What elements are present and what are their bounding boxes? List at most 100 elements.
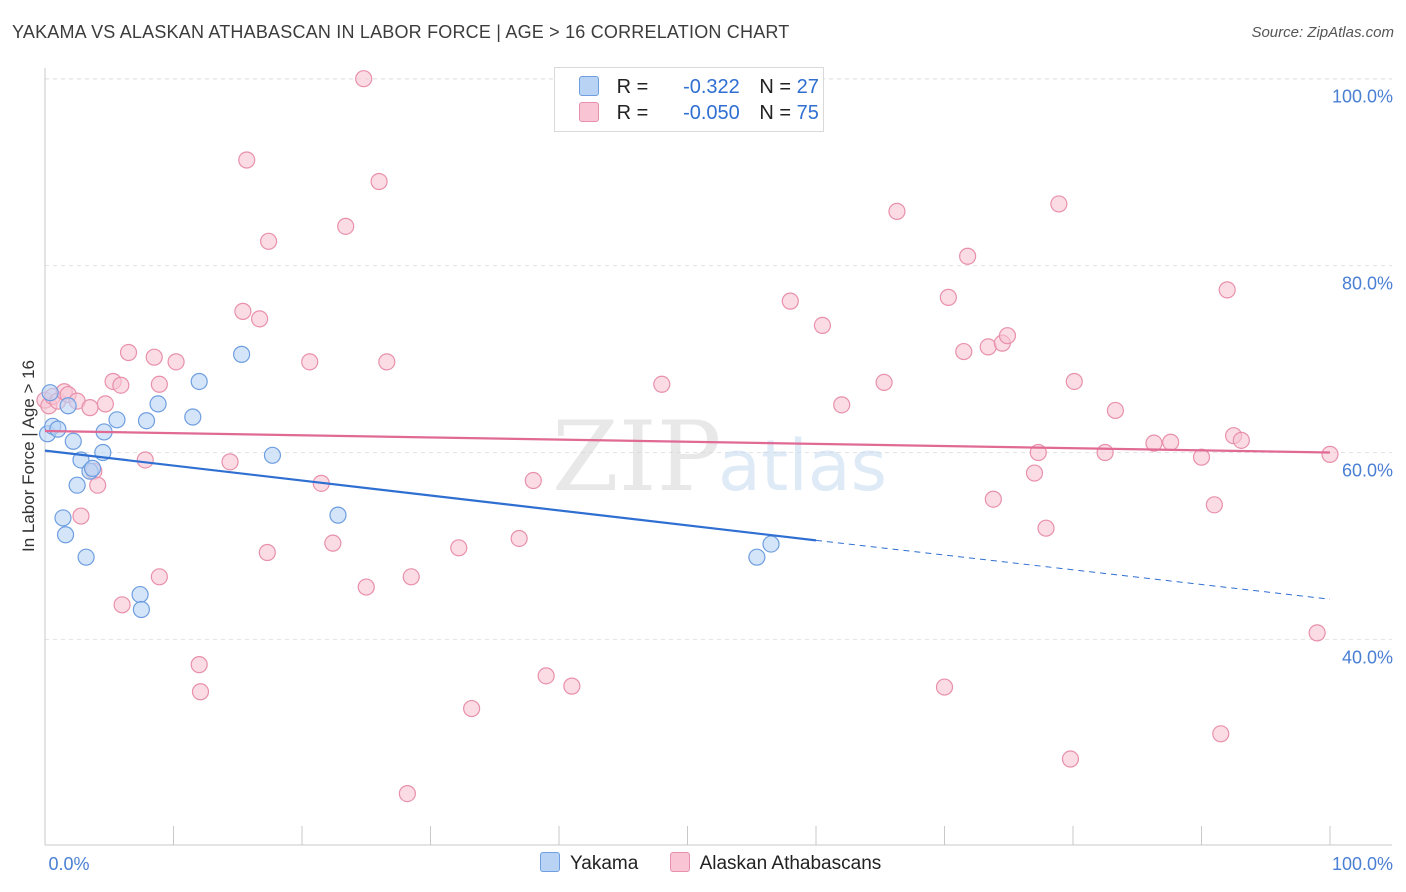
alaskan-point: [1162, 433, 1180, 451]
yakama-point: [64, 432, 82, 450]
alaskan-point: [89, 476, 107, 494]
legend-row-yakama: R = -0.322 N = 27: [579, 76, 819, 102]
yakama-point: [748, 548, 766, 566]
y-axis-label: In Labor Force | Age > 16: [19, 360, 38, 552]
alaskan-point: [510, 529, 528, 548]
yakama-point: [149, 395, 167, 413]
yakama-point: [263, 446, 282, 464]
alaskan-point: [250, 310, 269, 328]
alaskan-point: [813, 316, 832, 335]
alaskan-point: [1106, 401, 1125, 420]
yakama-point: [184, 408, 202, 426]
alaskan-trend-line: [44, 429, 1331, 454]
alaskan-r-value: -0.050: [683, 102, 740, 124]
alaskan-point: [238, 151, 256, 169]
alaskan-point: [355, 70, 373, 88]
alaskan-point: [150, 375, 168, 393]
yakama-point: [59, 397, 77, 415]
legend-item-yakama[interactable]: Yakama: [540, 852, 638, 875]
axis-layer: 40.0% 60.0% 80.0% 100.0% 0.0% 100.0%: [44, 68, 1393, 874]
alaskan-point: [113, 596, 131, 614]
yakama-point: [132, 600, 150, 619]
alaskan-point: [145, 348, 163, 366]
alaskan-point: [337, 217, 355, 235]
alaskan-point: [402, 568, 420, 586]
alaskan-point: [96, 395, 114, 413]
alaskan-point: [1096, 443, 1114, 462]
alaskan-point: [1050, 195, 1068, 213]
alaskan-point: [888, 202, 906, 220]
alaskan-point: [191, 683, 210, 701]
yakama-point: [77, 548, 95, 566]
yakama-point: [41, 384, 59, 402]
alaskan-point: [136, 451, 154, 469]
alaskan-point: [357, 578, 375, 596]
alaskan-point: [833, 396, 851, 414]
alaskan-point: [1218, 281, 1236, 299]
alaskan-point: [72, 507, 90, 525]
legend-alaskan-swatch: [669, 852, 690, 872]
alaskan-point: [563, 677, 581, 695]
yakama-point: [54, 509, 72, 527]
alaskan-point: [1308, 624, 1326, 642]
alaskan-point: [1145, 434, 1163, 452]
yakama-trend-extension: [815, 539, 1331, 600]
alaskan-point: [1061, 750, 1080, 768]
yakama-point: [762, 535, 780, 553]
alaskan-point: [781, 292, 799, 310]
yakama-point: [190, 372, 208, 391]
legend-yakama-label: Yakama: [570, 853, 639, 874]
alaskan-point: [524, 471, 542, 490]
alaskan-point: [258, 543, 276, 562]
alaskan-point: [984, 490, 1002, 508]
y-tick-label: 40.0%: [1342, 647, 1393, 667]
points-layer: [36, 70, 1339, 803]
yakama-point: [108, 411, 126, 429]
yakama-r-label: R =: [616, 76, 649, 98]
y-tick-label: 60.0%: [1342, 461, 1393, 481]
alaskan-point: [398, 785, 416, 803]
alaskan-point: [119, 343, 138, 362]
alaskan-point: [167, 353, 185, 371]
alaskan-point: [1232, 431, 1250, 449]
alaskan-point: [959, 247, 977, 265]
alaskan-point: [935, 678, 954, 696]
alaskan-point: [1321, 445, 1339, 463]
yakama-point: [131, 585, 149, 604]
yakama-n-label: N =: [759, 76, 792, 98]
yakama-point: [83, 459, 102, 477]
yakama-point: [233, 345, 251, 363]
alaskan-point: [234, 302, 252, 320]
yakama-n-value: 27: [796, 76, 819, 98]
alaskan-point: [875, 373, 893, 392]
alaskan-point: [378, 353, 396, 371]
yakama-point: [68, 476, 86, 494]
legend-alaskan-label: Alaskan Athabascans: [699, 853, 882, 874]
alaskan-point: [979, 338, 997, 356]
alaskan-n-value: 75: [796, 102, 819, 124]
legend-yakama-swatch: [540, 852, 560, 872]
alaskan-point: [301, 353, 319, 371]
x-tick-label-max: 100.0%: [1332, 854, 1393, 874]
yakama-point: [137, 412, 156, 430]
alaskan-point: [1205, 496, 1223, 514]
alaskan-point: [1037, 519, 1055, 537]
stats-legend: R = -0.322 N = 27 R = -0.050 N = 75: [554, 67, 824, 132]
alaskan-point: [190, 656, 208, 674]
legend-item-alaskan[interactable]: Alaskan Athabascans: [669, 852, 882, 875]
alaskan-point: [324, 534, 342, 552]
alaskan-point: [450, 539, 468, 557]
alaskan-point: [463, 699, 481, 718]
alaskan-point: [370, 172, 388, 191]
alaskan-swatch: [579, 102, 599, 122]
alaskan-n-label: N =: [759, 102, 792, 124]
yakama-point: [329, 506, 347, 524]
yakama-point: [49, 420, 67, 438]
alaskan-point: [955, 342, 973, 361]
watermark: ZIP atlas: [552, 401, 887, 513]
yakama-trend-line: [44, 449, 817, 542]
x-tick-label-min: 0.0%: [48, 854, 89, 874]
alaskan-point: [1025, 464, 1044, 482]
chart-title: YAKAMA VS ALASKAN ATHABASCAN IN LABOR FO…: [12, 22, 790, 42]
